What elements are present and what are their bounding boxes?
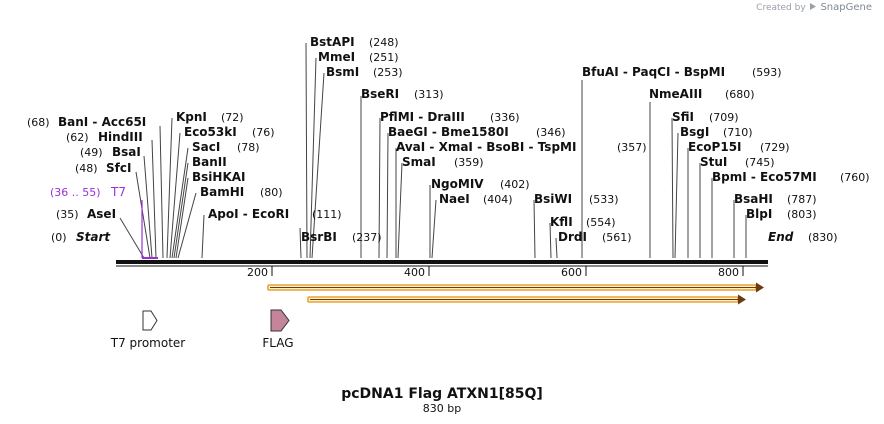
site-blpi-position: (803): [787, 208, 817, 221]
site-pflmi-draiii[interactable]: PflMI - DraIII: [380, 110, 465, 124]
mauve-arrow-icon: [270, 309, 290, 332]
site-ecop15i-position: (729): [760, 141, 790, 154]
site-sfci-position: (48): [75, 162, 98, 175]
dna-backbone: [116, 260, 768, 264]
flag-feature[interactable]: FLAG: [262, 309, 294, 350]
tick-marks: [271, 266, 744, 276]
site-bsiwi-position: (533): [589, 193, 619, 206]
site-baegi-bme1580i[interactable]: BaeGI - Bme1580I: [388, 125, 509, 139]
site-nmeaiii-position: (680): [725, 88, 755, 101]
site-bsai[interactable]: BsaI: [112, 145, 141, 159]
site-hindiii-position: (62): [66, 131, 89, 144]
site-avai-xmai-bsobi-tspmi-position: (357): [617, 141, 647, 154]
t7-promoter-feature[interactable]: T7 promoter: [110, 310, 186, 350]
site-leader-lines: [119, 42, 747, 259]
site-bsgi-position: (710): [723, 126, 753, 139]
orf-arrow-1[interactable]: [267, 282, 764, 293]
site-apoi-ecori-position: (111): [312, 208, 342, 221]
site-asei-position: (35): [56, 208, 79, 221]
site-asei[interactable]: AseI: [87, 207, 116, 221]
site-bsrbi[interactable]: BsrBI: [301, 230, 337, 244]
site-bsmi-position: (253): [373, 66, 403, 79]
start-position: (0): [51, 231, 67, 244]
map-title: pcDNA1 Flag ATXN1[85Q]: [341, 386, 543, 402]
site-hindiii[interactable]: HindIII: [98, 130, 143, 144]
site-kfli-position: (554): [586, 216, 616, 229]
site-smai[interactable]: SmaI: [402, 155, 436, 169]
start-label: Start: [76, 230, 111, 244]
site-blpi[interactable]: BlpI: [746, 207, 772, 221]
credit-prefix: Created by: [756, 3, 806, 13]
site-kpni-position: (72): [221, 111, 244, 124]
site-ngomiv-position: (402): [500, 178, 530, 191]
site-drdi-position: (561): [602, 231, 632, 244]
site-bpmi-eco57mi[interactable]: BpmI - Eco57MI: [712, 170, 817, 184]
tick-label-600: 600: [561, 266, 582, 279]
map-subtitle: 830 bp: [423, 402, 461, 415]
site-bseri-position: (313): [414, 88, 444, 101]
site-stui-position: (745): [745, 156, 775, 169]
site-ngomiv[interactable]: NgoMIV: [431, 177, 484, 191]
site-eco53ki[interactable]: Eco53kI: [184, 125, 237, 139]
end-position: (830): [808, 231, 838, 244]
site-pflmi-draiii-position: (336): [490, 111, 520, 124]
site-nmeaiii[interactable]: NmeAIII: [649, 87, 702, 101]
site-bsahi-position: (787): [787, 193, 817, 206]
site-bsihkai[interactable]: BsiHKAI: [192, 170, 246, 184]
end-label: End: [768, 230, 794, 244]
tick-label-200: 200: [247, 266, 268, 279]
site-bsiwi[interactable]: BsiWI: [534, 192, 572, 206]
site-mmei-position: (251): [369, 51, 399, 64]
site-naei[interactable]: NaeI: [439, 192, 470, 206]
site-bsahi[interactable]: BsaHI: [734, 192, 773, 206]
site-bsai-position: (49): [80, 146, 103, 159]
snapgene-credit: Created by SnapGene: [756, 2, 872, 13]
site-bseri[interactable]: BseRI: [361, 87, 399, 101]
site-saci-position: (78): [237, 141, 260, 154]
orf-arrow-2[interactable]: [307, 294, 746, 305]
site-apoi-ecori[interactable]: ApoI - EcoRI: [208, 207, 289, 221]
site-avai-xmai-bsobi-tspmi[interactable]: AvaI - XmaI - BsoBI - TspMI: [396, 140, 576, 154]
site-eco53ki-position: (76): [252, 126, 275, 139]
site-bani-acc65i[interactable]: BanI - Acc65I: [58, 115, 146, 129]
tick-label-800: 800: [718, 266, 739, 279]
site-drdi[interactable]: DrdI: [558, 230, 587, 244]
site-smai-position: (359): [454, 156, 484, 169]
site-bstapi[interactable]: BstAPI: [310, 35, 355, 49]
site-bamhi[interactable]: BamHI: [200, 185, 244, 199]
site-ecop15i[interactable]: EcoP15I: [688, 140, 742, 154]
site-bfuai-paqci-bspmi-position: (593): [752, 66, 782, 79]
site-bsrbi-position: (237): [352, 231, 382, 244]
white-arrow-icon: [142, 310, 158, 331]
site-bfuai-paqci-bspmi[interactable]: BfuAI - PaqCI - BspMI: [582, 65, 725, 79]
site-banii[interactable]: BanII: [192, 155, 227, 169]
site-sfii-position: (709): [709, 111, 739, 124]
t7-site-position: (36 .. 55): [50, 186, 101, 199]
site-saci[interactable]: SacI: [192, 140, 220, 154]
site-bani-acc65i-position: (68): [27, 116, 50, 129]
site-bamhi-position: (80): [260, 186, 283, 199]
site-bstapi-position: (248): [369, 36, 399, 49]
site-kfli[interactable]: KflI: [550, 215, 573, 229]
site-kpni[interactable]: KpnI: [176, 110, 207, 124]
flag-label: FLAG: [262, 336, 293, 350]
site-bsgi[interactable]: BsgI: [680, 125, 709, 139]
t7-promoter-label: T7 promoter: [110, 336, 186, 350]
site-bsmi[interactable]: BsmI: [326, 65, 359, 79]
credit-brand: SnapGene: [820, 2, 872, 13]
site-naei-position: (404): [483, 193, 513, 206]
t7-site-label[interactable]: T7: [110, 185, 126, 199]
site-stui[interactable]: StuI: [700, 155, 727, 169]
t7-site-marker[interactable]: [141, 200, 158, 259]
site-sfci[interactable]: SfcI: [106, 161, 131, 175]
snapgene-logo-icon: [809, 2, 818, 11]
site-mmei[interactable]: MmeI: [318, 50, 355, 64]
site-baegi-bme1580i-position: (346): [536, 126, 566, 139]
site-bpmi-eco57mi-position: (760): [840, 171, 870, 184]
site-sfii[interactable]: SfiI: [672, 110, 694, 124]
tick-label-400: 400: [404, 266, 425, 279]
